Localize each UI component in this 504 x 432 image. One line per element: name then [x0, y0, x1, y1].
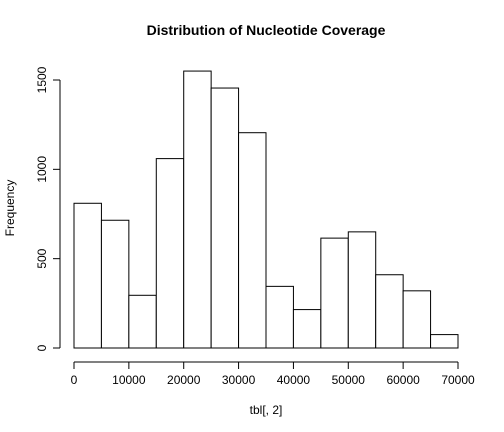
- histogram-bar: [238, 132, 267, 349]
- x-tick-label: 20000: [167, 373, 201, 387]
- histogram-bar: [73, 202, 102, 349]
- x-tick-label: 50000: [332, 373, 366, 387]
- x-axis-label: tbl[, 2]: [250, 403, 283, 417]
- histogram-bar: [100, 219, 130, 349]
- y-axis-label: Frequency: [3, 180, 17, 237]
- y-tick-label: 1500: [35, 66, 49, 93]
- x-tick-label: 40000: [277, 373, 311, 387]
- x-axis: 0 10000 20000 30000 40000 50000 60000 70000: [71, 361, 475, 387]
- x-tick-label: 70000: [441, 373, 475, 387]
- histogram-bar: [375, 274, 404, 349]
- x-tick-label: 10000: [112, 373, 146, 387]
- histogram-bar: [292, 309, 322, 349]
- histogram-bar: [128, 294, 157, 349]
- histogram-bar: [402, 290, 432, 349]
- y-tick-label: 1000: [35, 156, 49, 183]
- histogram-bar: [183, 70, 212, 349]
- x-tick-label: 0: [71, 373, 78, 387]
- y-tick-label: 500: [35, 248, 49, 268]
- chart-title: Distribution of Nucleotide Coverage: [147, 22, 386, 38]
- y-tick-label: 0: [35, 344, 49, 351]
- histogram-bar: [320, 237, 349, 349]
- histogram-bar: [155, 158, 185, 349]
- bars-group: [73, 70, 459, 349]
- histogram-bar: [430, 334, 459, 349]
- y-axis: 0 500 1000 1500: [35, 66, 61, 351]
- x-tick-label: 60000: [386, 373, 420, 387]
- x-tick-label: 30000: [222, 373, 256, 387]
- histogram-bar: [347, 231, 377, 349]
- histogram-bar: [210, 87, 240, 349]
- histogram-bar: [265, 285, 294, 349]
